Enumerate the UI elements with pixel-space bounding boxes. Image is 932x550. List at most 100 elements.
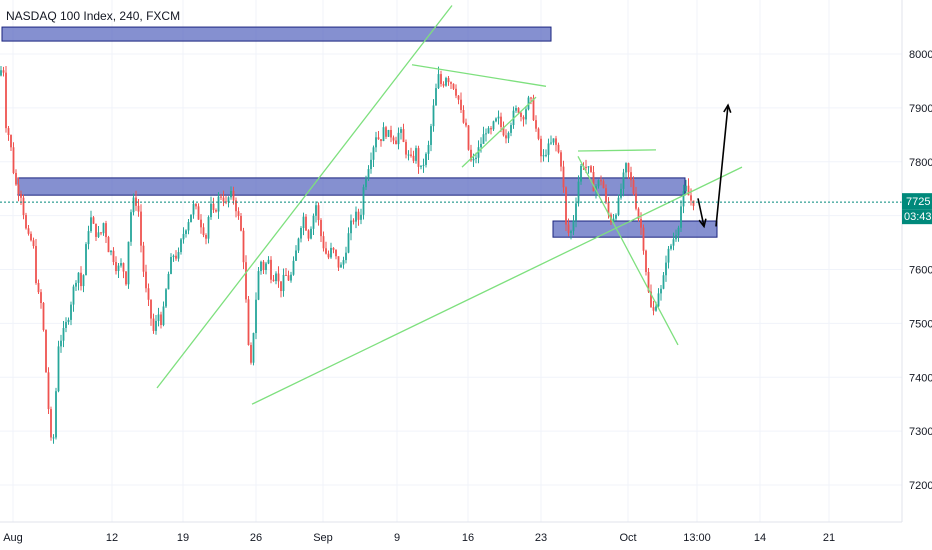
candle-body xyxy=(635,193,637,209)
candle-body xyxy=(260,261,262,272)
candle-body xyxy=(317,205,320,221)
candle-body xyxy=(620,188,622,198)
candle-body xyxy=(127,241,130,285)
candle-body xyxy=(117,265,120,272)
candle-body xyxy=(232,190,235,201)
candle-body xyxy=(425,153,427,165)
candle-body xyxy=(55,391,57,438)
candle-body xyxy=(690,195,692,201)
candle-body xyxy=(197,206,200,220)
candle-body xyxy=(360,214,362,220)
candle-body xyxy=(25,215,27,229)
candle-body xyxy=(627,163,630,173)
candle-body xyxy=(237,211,240,216)
candle-body xyxy=(152,318,155,331)
candle-body xyxy=(497,116,500,119)
candle-body xyxy=(352,220,355,222)
candle-body xyxy=(502,127,505,136)
candle-body xyxy=(45,329,47,373)
candle-body xyxy=(142,245,145,272)
candle-body xyxy=(442,83,445,86)
trendline xyxy=(461,96,537,168)
candle-body xyxy=(455,88,457,96)
x-tick-label: Sep xyxy=(313,532,333,544)
candle-body xyxy=(677,227,680,236)
candle-body xyxy=(175,255,177,259)
arrow-shaft xyxy=(697,198,705,227)
candle-body xyxy=(632,180,635,194)
candle-body xyxy=(645,250,647,272)
candle-body xyxy=(505,135,507,139)
candle-body xyxy=(0,70,2,76)
resistance-zone xyxy=(552,220,718,238)
y-tick-label: 7900 xyxy=(909,103,932,115)
trendline xyxy=(156,5,453,389)
candle-body xyxy=(87,231,90,245)
candle-body xyxy=(597,180,600,187)
candle-body xyxy=(580,165,582,182)
candle-body xyxy=(467,125,470,150)
candle-body xyxy=(422,164,425,166)
candle-body xyxy=(515,108,517,111)
candle-body xyxy=(192,203,195,215)
candle-body xyxy=(495,118,497,122)
candle-body xyxy=(567,224,570,234)
candle-body xyxy=(2,70,5,73)
candle-body xyxy=(347,233,350,253)
candle-body xyxy=(602,181,605,189)
candle-body xyxy=(255,299,257,334)
candle-body xyxy=(392,137,395,141)
candle-body xyxy=(402,129,405,142)
candle-body xyxy=(382,127,385,142)
candle-body xyxy=(510,125,512,133)
candle-body xyxy=(372,147,375,160)
candle-body xyxy=(242,230,245,263)
candle-body xyxy=(42,302,45,330)
candle-body xyxy=(342,260,345,265)
candle-body xyxy=(290,274,292,281)
candle-body xyxy=(120,263,122,266)
candle-body xyxy=(662,275,665,289)
candle-body xyxy=(190,214,192,223)
candle-body xyxy=(590,166,592,172)
candle-body xyxy=(472,158,475,161)
candle-body xyxy=(300,228,302,239)
candle-body xyxy=(107,237,110,253)
x-tick-label: 16 xyxy=(462,532,474,544)
y-tick-label: 7200 xyxy=(909,480,932,492)
price-axis[interactable]: 800079007800770076007500740073007200 xyxy=(909,49,932,492)
candle-body xyxy=(287,275,290,281)
candle-body xyxy=(217,196,220,212)
trendline xyxy=(411,64,547,87)
candle-body xyxy=(180,239,182,253)
candle-body xyxy=(132,197,135,213)
candle-body xyxy=(330,247,332,258)
candle-body xyxy=(670,245,672,249)
candle-body xyxy=(85,244,87,276)
candle-body xyxy=(412,155,415,161)
candle-body xyxy=(350,220,352,234)
candle-body xyxy=(440,74,442,84)
arrow-shaft xyxy=(715,105,729,227)
candle-body xyxy=(667,248,670,263)
candle-body xyxy=(215,209,217,212)
candle-body xyxy=(57,346,60,392)
candle-body xyxy=(272,279,275,282)
candle-body xyxy=(105,223,107,238)
candle-body xyxy=(92,217,95,224)
candle-body xyxy=(532,97,535,121)
candle-body xyxy=(572,220,575,232)
candle-body xyxy=(560,152,562,167)
x-tick-label: 19 xyxy=(177,532,189,544)
time-axis[interactable]: Aug 12 19 26 Sep 9 16 23 Oct 13:00 14 21 xyxy=(3,532,835,544)
candle-body xyxy=(380,139,382,142)
candle-body xyxy=(465,122,467,126)
candle-body xyxy=(95,223,97,237)
candle-body xyxy=(550,142,552,144)
candle-body xyxy=(457,95,460,100)
countdown-value: 03:43:4 xyxy=(904,211,932,223)
candle-body xyxy=(110,250,112,253)
y-tick-label: 7500 xyxy=(909,318,932,330)
candle-body xyxy=(592,171,595,192)
